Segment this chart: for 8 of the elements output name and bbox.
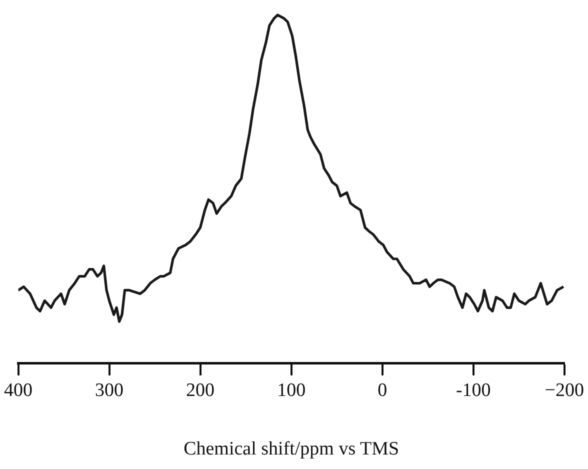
- x-tick-label: −200: [544, 380, 584, 401]
- x-tick-label: 300: [95, 380, 124, 401]
- x-tick-label: 400: [4, 380, 32, 401]
- x-tick-label: 200: [186, 380, 215, 401]
- x-tick-label: 100: [277, 380, 306, 401]
- x-axis-title: Chemical shift/ppm vs TMS: [184, 438, 400, 460]
- x-tick-label: -100: [456, 380, 491, 401]
- x-tick-label: 0: [378, 380, 388, 401]
